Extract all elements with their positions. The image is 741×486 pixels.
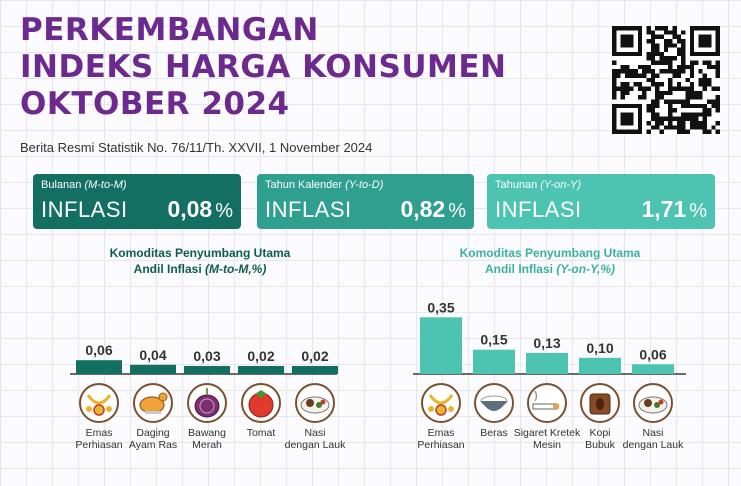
bar bbox=[420, 317, 462, 374]
category-label: Sigaret Kretek Mesin bbox=[513, 427, 581, 451]
category-label: Bawang Merah bbox=[188, 427, 226, 451]
title-line: OKTOBER 2024 bbox=[20, 86, 290, 122]
bar-value-label: 0,35 bbox=[427, 299, 454, 315]
bar bbox=[76, 360, 122, 374]
card-period: Tahunan (Y-on-Y) bbox=[495, 179, 582, 191]
bar bbox=[184, 366, 230, 374]
bar bbox=[292, 366, 338, 374]
category-label: Daging Ayam Ras bbox=[128, 427, 178, 451]
bar-value-label: 0,13 bbox=[533, 335, 560, 351]
bar-value-label: 0,02 bbox=[247, 348, 274, 364]
chart-yony: 0,35 0,15 0,13 0,10 0,06 bbox=[413, 299, 686, 423]
cigarette-icon bbox=[527, 383, 567, 423]
gold-jewelry-icon bbox=[421, 383, 461, 423]
category-label: Tomat bbox=[246, 427, 276, 439]
tomato-icon bbox=[241, 383, 281, 423]
category-label: Nasi dengan Lauk bbox=[284, 427, 346, 451]
card-unit: % bbox=[215, 200, 233, 222]
rice-dish-icon bbox=[633, 383, 673, 423]
category-label: Kopi Bubuk bbox=[585, 427, 615, 451]
bar bbox=[526, 352, 568, 374]
chart-mtom: 0,06 0,04 0,03 0,02 0,02 bbox=[70, 342, 338, 423]
chicken-icon bbox=[133, 383, 173, 423]
page-title: PERKEMBANGAN INDEKS HARGA KONSUMEN OKTOB… bbox=[20, 12, 506, 123]
chart-title-yony: Komoditas Penyumbang Utama Andil Inflasi… bbox=[459, 246, 641, 276]
category-label: Emas Perhiasan bbox=[75, 427, 123, 451]
inflation-card-mtom: Bulanan (M-to-M) INFLASI 0,08% bbox=[33, 174, 241, 229]
title-line: INDEKS HARGA KONSUMEN bbox=[20, 49, 507, 85]
title-line: PERKEMBANGAN bbox=[20, 12, 319, 48]
gold-jewelry-icon bbox=[79, 383, 119, 423]
bar-value-label: 0,04 bbox=[139, 347, 166, 363]
chart-title-mtom: Komoditas Penyumbang Utama Andil Inflasi… bbox=[109, 246, 291, 276]
bar-value-label: 0,15 bbox=[480, 332, 507, 348]
card-label: INFLASI bbox=[495, 197, 582, 222]
qr-code bbox=[612, 26, 720, 134]
card-label: INFLASI bbox=[41, 197, 128, 222]
shallot-icon bbox=[187, 383, 227, 423]
category-label: Emas Perhiasan bbox=[417, 427, 465, 451]
card-unit: % bbox=[689, 200, 707, 222]
bar bbox=[238, 366, 284, 374]
rice-bowl-icon bbox=[474, 383, 514, 423]
bar-value-label: 0,03 bbox=[193, 348, 220, 364]
card-label: INFLASI bbox=[265, 197, 352, 222]
card-value: 1,71 bbox=[641, 196, 687, 222]
bar bbox=[473, 349, 515, 374]
category-label: Nasi dengan Lauk bbox=[622, 427, 684, 451]
card-period: Tahun Kalender (Y-to-D) bbox=[265, 179, 384, 191]
bar-value-label: 0,06 bbox=[639, 346, 666, 362]
category-label: Beras bbox=[480, 427, 508, 439]
subtitle: Berita Resmi Statistik No. 76/11/Th. XXV… bbox=[20, 140, 373, 155]
bar-value-label: 0,06 bbox=[85, 342, 112, 358]
bar-value-label: 0,02 bbox=[301, 348, 328, 364]
rice-dish-icon bbox=[295, 383, 335, 423]
bar bbox=[632, 364, 674, 374]
bar bbox=[130, 364, 176, 374]
card-value: 0,82 bbox=[400, 196, 446, 222]
inflation-card-ytod: Tahun Kalender (Y-to-D) INFLASI 0,82% bbox=[257, 174, 474, 229]
card-period: Bulanan (M-to-M) bbox=[41, 179, 127, 191]
coffee-icon bbox=[580, 383, 620, 423]
card-value: 0,08 bbox=[167, 196, 213, 222]
card-unit: % bbox=[448, 200, 466, 222]
inflation-card-yony: Tahunan (Y-on-Y) INFLASI 1,71% bbox=[487, 174, 715, 229]
bar bbox=[579, 357, 621, 374]
bar-value-label: 0,10 bbox=[586, 340, 613, 356]
